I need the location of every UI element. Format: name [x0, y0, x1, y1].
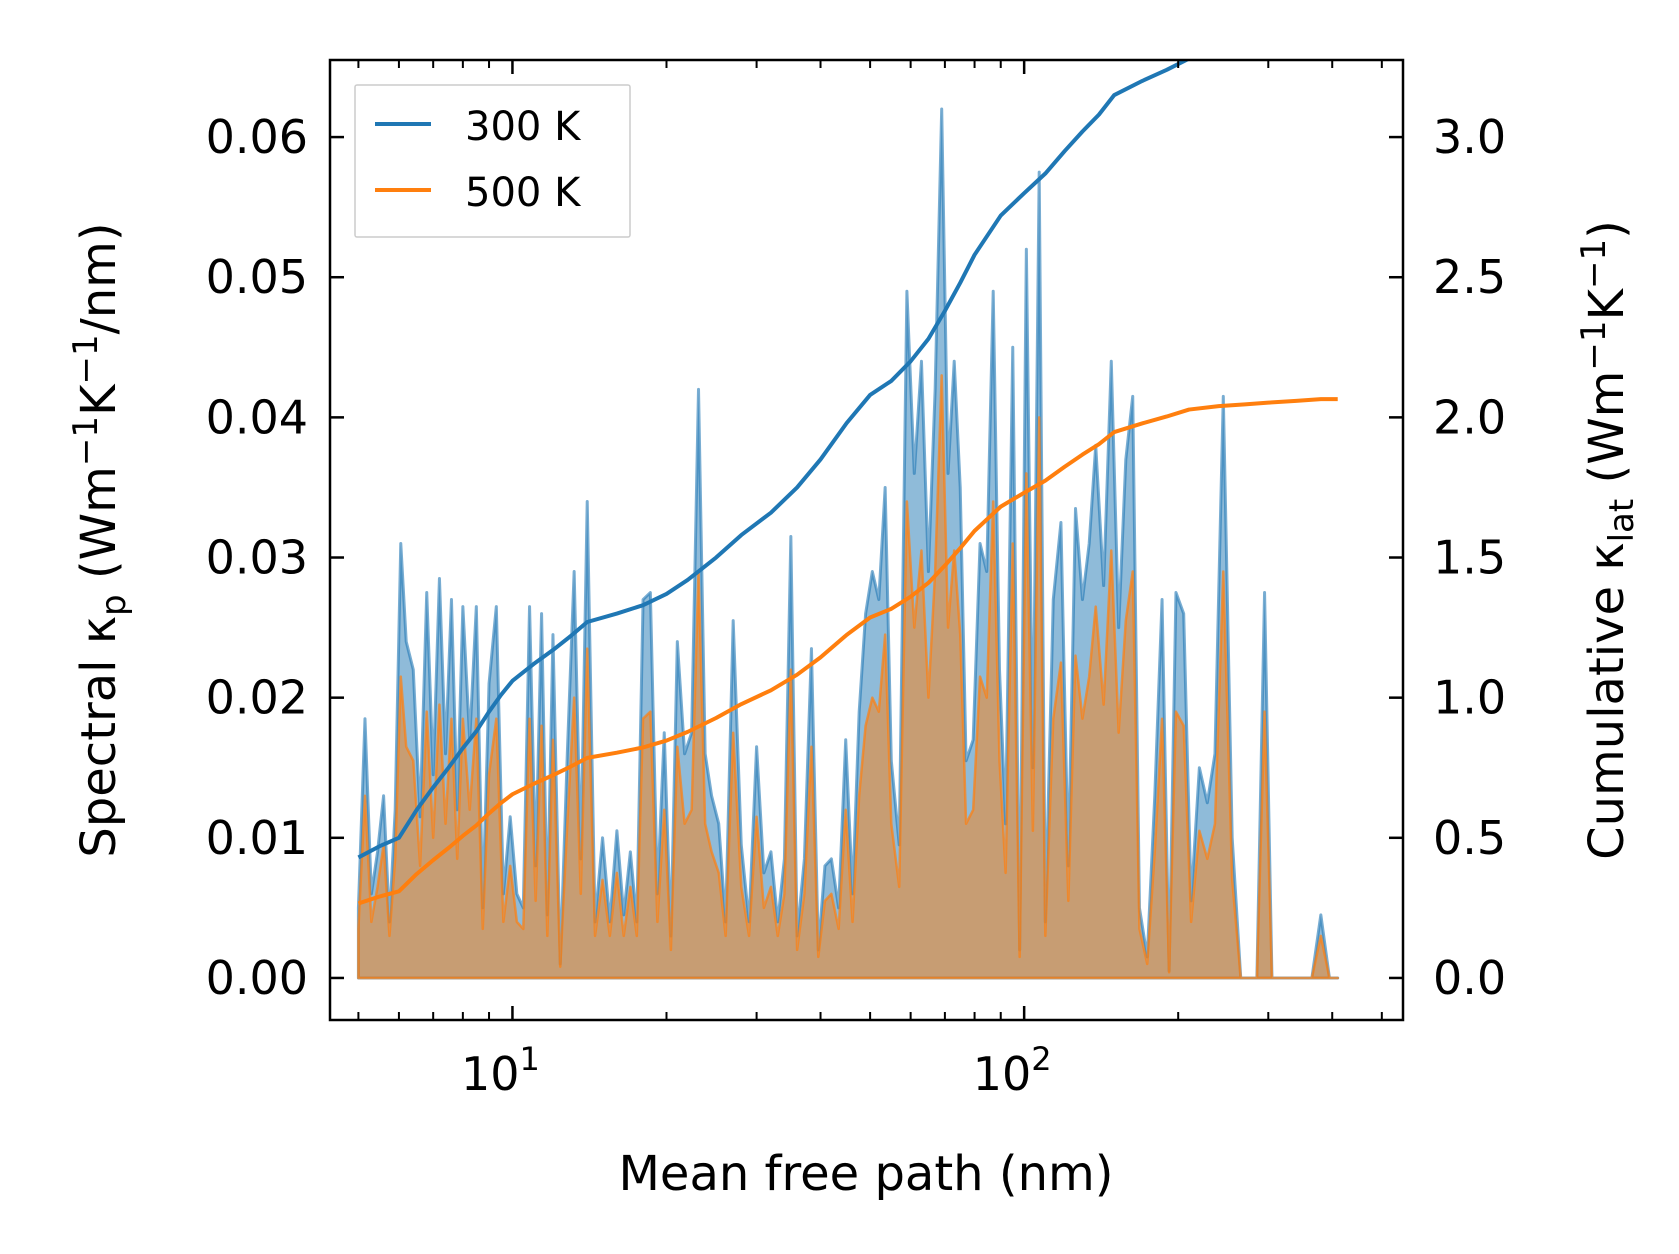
y-tick-label: 0.03 [206, 531, 308, 585]
spectral-500k-area [357, 374, 1339, 980]
y-tick-label: 0.04 [206, 390, 308, 444]
legend-label-500k: 500 K [465, 170, 582, 216]
x-axis-label: Mean free path (nm) [619, 1146, 1114, 1202]
y2-tick-label: 3.0 [1433, 110, 1506, 164]
legend-label-300k: 300 K [465, 104, 582, 150]
y2-tick-label: 0.0 [1433, 951, 1506, 1005]
y2-tick-label: 2.0 [1433, 390, 1506, 444]
x-tick-label: 102 [973, 1040, 1052, 1101]
cumulative-300k-line [357, 60, 1193, 860]
y2-axis-label: Cumulative κlat (Wm−1K−1) [1574, 220, 1642, 860]
x-tick-label: 101 [461, 1040, 540, 1101]
legend: 300 K 500 K [354, 84, 631, 238]
cumulative-500k-line [357, 397, 1338, 906]
y-tick-label: 0.01 [206, 811, 308, 865]
y-tick-label: 0.06 [206, 110, 308, 164]
y2-tick-label: 1.5 [1433, 531, 1506, 585]
y2-tick-label: 0.5 [1433, 811, 1506, 865]
y-tick-label: 0.05 [206, 250, 308, 304]
y2-tick-label: 2.5 [1433, 250, 1506, 304]
y-tick-label: 0.00 [206, 951, 308, 1005]
y2-tick-label: 1.0 [1433, 671, 1506, 725]
plot-frame [328, 58, 1405, 1022]
y-axis-label: Spectral κp (Wm−1K−1/nm) [66, 222, 134, 857]
y-tick-label: 0.02 [206, 671, 308, 725]
